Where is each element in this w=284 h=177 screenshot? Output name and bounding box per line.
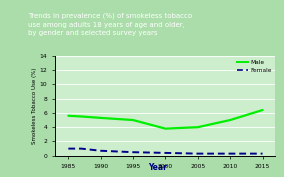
Text: Year: Year <box>148 163 167 172</box>
Legend: Male, Female: Male, Female <box>236 59 273 74</box>
Y-axis label: Smokeless Tobacco Use (%): Smokeless Tobacco Use (%) <box>32 68 37 144</box>
Text: Trends in prevalence (%) of smokeless tobacco
use among adults 18 years of age a: Trends in prevalence (%) of smokeless to… <box>28 13 192 36</box>
